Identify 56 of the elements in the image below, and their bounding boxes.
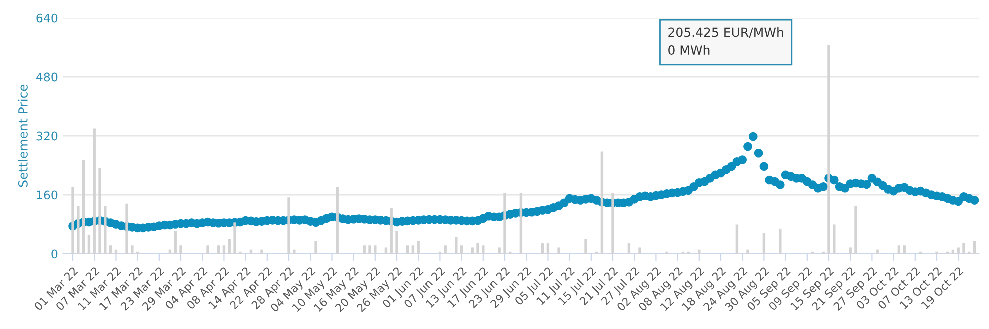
bar (746, 250, 750, 254)
bar (444, 246, 447, 254)
bar (455, 237, 458, 254)
bar (406, 246, 410, 254)
bar (903, 246, 906, 254)
y-tick-label: 640 (36, 14, 58, 23)
bar (584, 239, 588, 254)
bar (368, 246, 372, 254)
bar (898, 246, 901, 254)
bar (109, 246, 112, 254)
bar (849, 248, 852, 254)
y-tick-label: 0 (52, 250, 58, 259)
bar (260, 250, 264, 254)
bar (228, 239, 231, 254)
bar (417, 241, 420, 254)
bar (541, 244, 544, 254)
y-tick-label: 320 (36, 132, 58, 141)
bar (779, 228, 782, 254)
bar (314, 241, 318, 254)
y-axis-title: Settlement Price (18, 84, 28, 188)
bar (957, 248, 960, 254)
bar (206, 246, 210, 254)
bar (131, 246, 134, 254)
bar (180, 246, 182, 254)
bar (374, 246, 377, 254)
bar (962, 244, 966, 254)
bar (498, 248, 501, 254)
bar (762, 233, 766, 254)
bar (174, 231, 177, 254)
bar (471, 248, 474, 254)
bar (363, 246, 366, 254)
y-tick-label: 480 (36, 72, 58, 82)
bar (396, 231, 398, 254)
bar (736, 224, 739, 254)
bar (638, 248, 642, 254)
bar (217, 246, 220, 254)
bar (222, 246, 226, 254)
bar (520, 193, 523, 254)
bar (854, 206, 858, 254)
bar (558, 248, 560, 254)
bar (288, 198, 290, 254)
bar (88, 235, 91, 254)
annotation: 205.425 EUR/MWh 0 MWh (668, 28, 784, 56)
y-tick-label: 160 (37, 190, 58, 200)
bar (476, 244, 480, 254)
bar (384, 248, 388, 254)
bar (628, 244, 631, 254)
bar (973, 241, 976, 254)
bar (546, 244, 550, 254)
bar (482, 246, 485, 254)
bar (833, 224, 836, 254)
bar (460, 246, 464, 254)
bar (876, 250, 879, 254)
bar (293, 250, 296, 254)
bar (412, 246, 415, 254)
bar (612, 193, 614, 254)
